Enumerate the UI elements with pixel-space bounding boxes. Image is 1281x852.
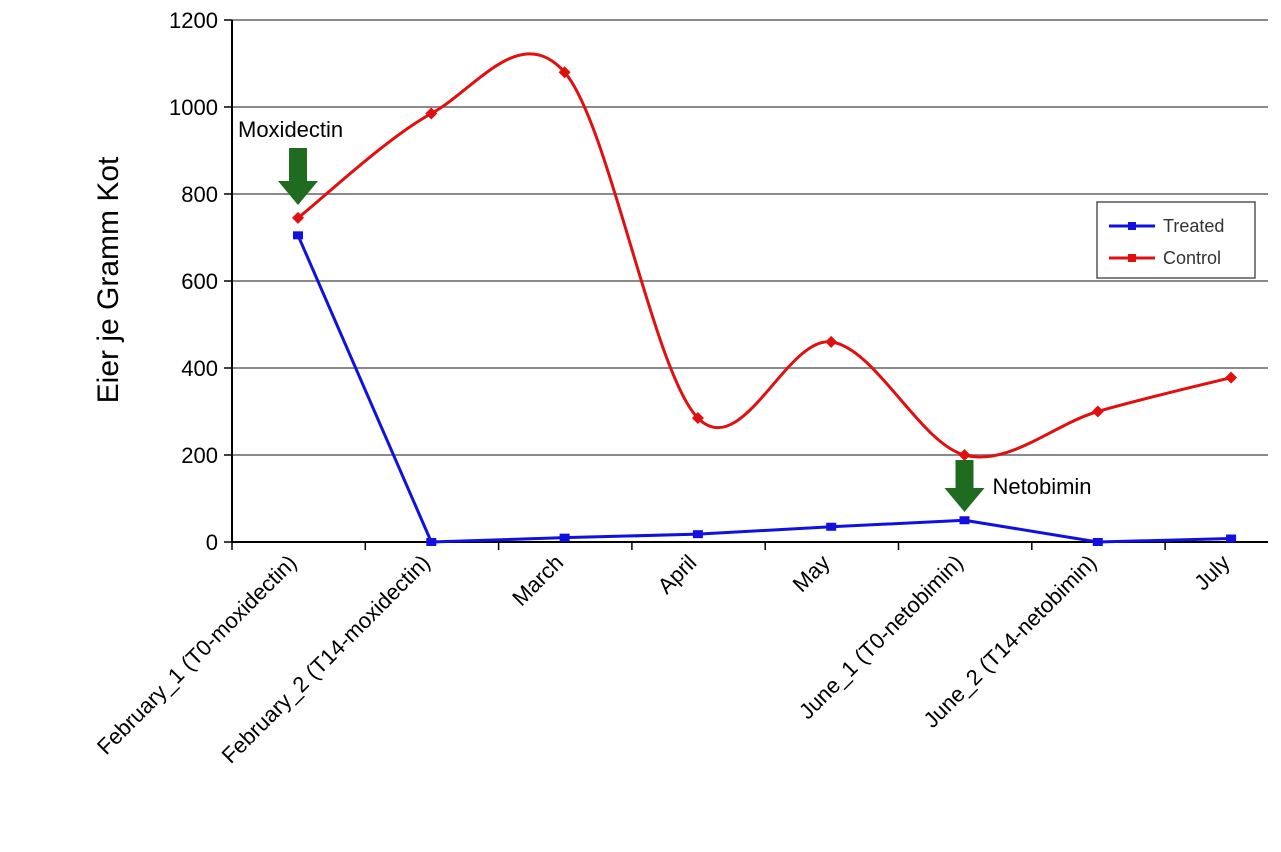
- series-group: [292, 52, 1238, 546]
- series-line-treated: [296, 234, 1232, 544]
- data-point-treated: [293, 231, 303, 240]
- y-tick-label: 400: [181, 356, 218, 381]
- series-line-control: [297, 52, 1232, 459]
- x-tick-labels: February_1 (T0-moxidectin)February_2 (T1…: [92, 550, 1235, 768]
- data-point-control: [691, 412, 704, 425]
- data-point-control: [292, 211, 304, 224]
- x-tick-label: April: [653, 550, 702, 599]
- x-tick-label: July: [1189, 550, 1234, 595]
- data-point-control: [825, 335, 838, 348]
- data-point-treated: [826, 522, 837, 531]
- data-point-treated: [426, 538, 437, 546]
- y-tick-label: 800: [181, 182, 218, 207]
- data-point-treated: [1226, 534, 1237, 543]
- data-point-control: [958, 449, 971, 461]
- y-tick-label: 1000: [169, 95, 218, 120]
- annotations: Moxidectin Netobimin: [238, 117, 1092, 512]
- gridlines: [224, 19, 1268, 543]
- data-point-treated: [1092, 538, 1103, 546]
- y-tick-label: 0: [206, 530, 218, 555]
- legend: Treated Control: [1096, 201, 1256, 279]
- data-point-control: [425, 107, 438, 120]
- data-point-control: [1225, 371, 1238, 384]
- data-point-control: [1091, 405, 1104, 418]
- y-axis-label: Eier je Gramm Kot: [92, 156, 125, 403]
- legend-label-treated: Treated: [1163, 216, 1224, 236]
- axes: [231, 20, 1268, 550]
- data-point-treated: [692, 530, 703, 539]
- x-tick-label: May: [788, 550, 835, 597]
- legend-label-control: Control: [1163, 248, 1221, 268]
- annotation-label: Netobimin: [993, 474, 1092, 499]
- data-point-control: [558, 66, 571, 79]
- legend-marker-treated: [1128, 222, 1136, 230]
- y-tick-label: 1200: [169, 8, 218, 33]
- data-point-treated: [959, 516, 970, 525]
- legend-marker-control: [1128, 254, 1136, 262]
- x-tick-label: February_2 (T14-moxidectin): [217, 550, 435, 768]
- y-tick-label: 600: [181, 269, 218, 294]
- annotation-label: Moxidectin: [238, 117, 343, 142]
- legend-box: [1096, 201, 1256, 279]
- y-tick-label: 200: [181, 443, 218, 468]
- data-point-treated: [559, 533, 570, 542]
- annotation-arrow: [278, 148, 318, 205]
- annotation-arrow: [944, 460, 985, 512]
- x-tick-label: March: [507, 550, 568, 611]
- y-tick-labels: 0 200 400 600 800 1000 1200: [169, 8, 218, 555]
